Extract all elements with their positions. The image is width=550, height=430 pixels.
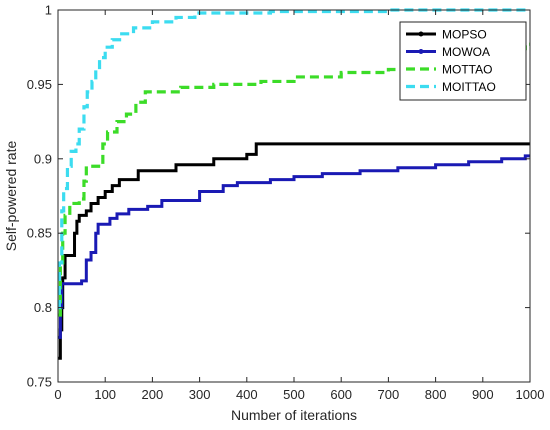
legend-marker-mopso	[418, 31, 424, 37]
y-tick-label: 0.95	[27, 77, 52, 92]
x-tick-label: 100	[94, 387, 116, 402]
x-tick-label: 700	[378, 387, 400, 402]
x-tick-label: 800	[425, 387, 447, 402]
x-tick-label: 600	[330, 387, 352, 402]
x-tick-label: 900	[472, 387, 494, 402]
x-tick-label: 400	[236, 387, 258, 402]
series-line-mowoa	[58, 154, 530, 339]
series-line-moittao	[57, 8, 530, 310]
legend-label-mottao: MOTTAO	[442, 63, 492, 77]
x-tick-label: 500	[283, 387, 305, 402]
legend: MOPSO MOWOA MOTTAO MOITTAO	[399, 21, 527, 101]
y-axis-title: Self-powered rate	[3, 141, 19, 252]
y-tick-label: 1	[45, 3, 52, 18]
y-tick-label: 0.75	[27, 375, 52, 390]
x-tick-label: 0	[54, 387, 61, 402]
legend-marker-mowoa	[418, 49, 424, 54]
legend-label-moittao: MOITTAO	[442, 80, 496, 94]
x-axis-ticks: 0 100 200 300 400 500 600 700 800 900 1000	[54, 10, 544, 402]
y-axis-ticks: 0.75 0.8 0.85 0.9 0.95 1	[27, 3, 530, 390]
y-tick-label: 0.8	[34, 300, 52, 315]
x-tick-label: 200	[142, 387, 164, 402]
legend-label-mopso: MOPSO	[442, 28, 487, 42]
x-tick-label: 300	[189, 387, 211, 402]
y-tick-label: 0.85	[27, 226, 52, 241]
y-tick-label: 0.9	[34, 151, 52, 166]
legend-label-mowoa: MOWOA	[442, 45, 490, 59]
series-line-mopso	[58, 142, 530, 360]
x-axis-title: Number of iterations	[231, 407, 357, 423]
x-tick-label: 1000	[516, 387, 545, 402]
